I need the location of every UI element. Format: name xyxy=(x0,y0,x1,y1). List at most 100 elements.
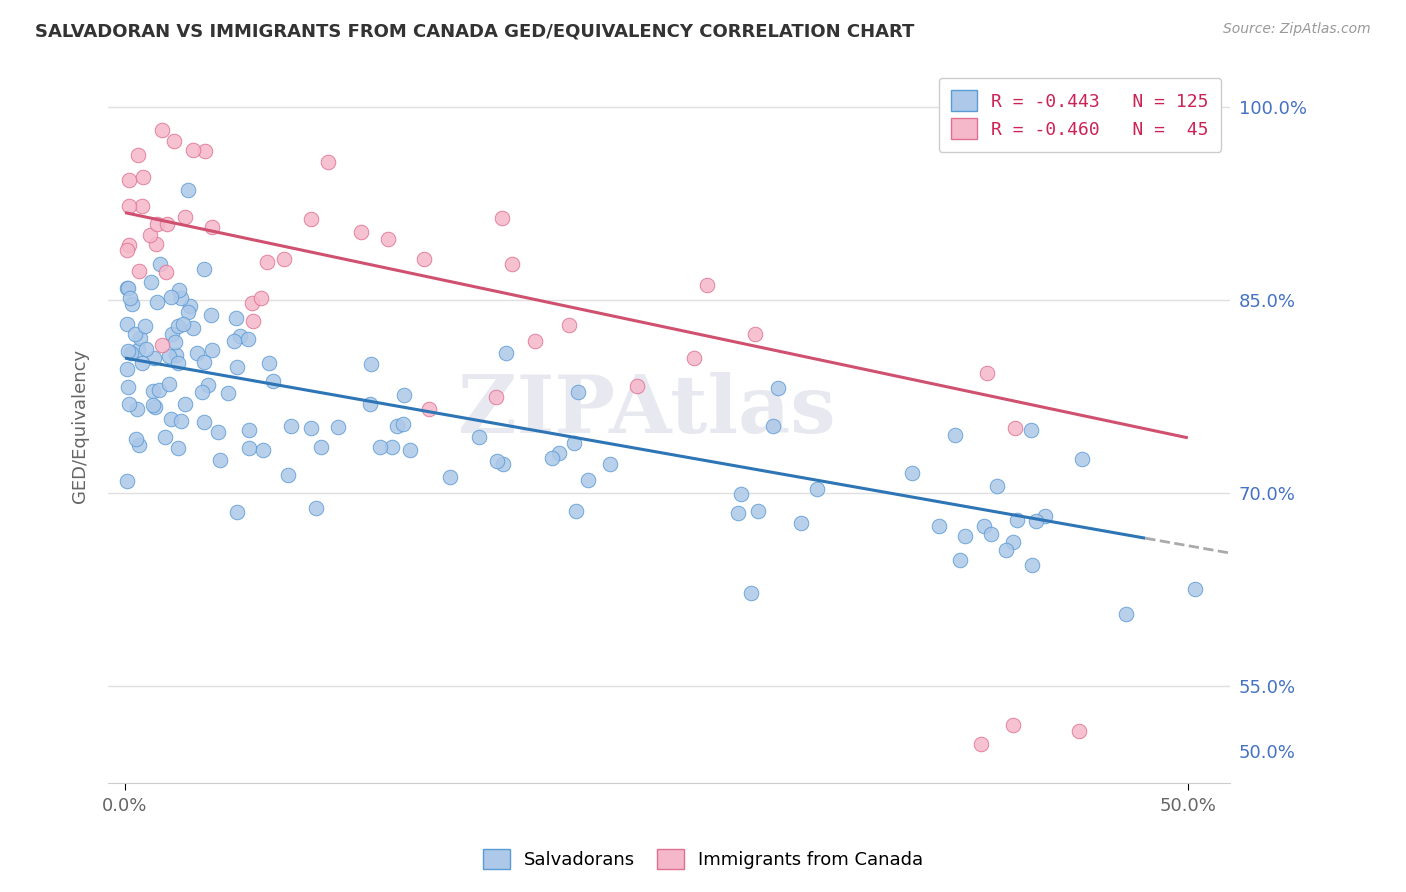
Point xyxy=(121,297,143,311)
Point xyxy=(167,318,190,333)
Point xyxy=(1019,424,1042,438)
Point xyxy=(117,199,139,213)
Point xyxy=(197,377,219,392)
Point xyxy=(225,310,247,325)
Point xyxy=(392,417,415,431)
Point xyxy=(1005,513,1028,527)
Point xyxy=(236,332,259,346)
Point xyxy=(1004,421,1026,435)
Point xyxy=(131,356,153,370)
Point xyxy=(565,504,588,518)
Point xyxy=(986,479,1008,493)
Point xyxy=(143,401,166,415)
Point xyxy=(256,255,278,269)
Point xyxy=(943,427,966,442)
Point xyxy=(242,314,264,328)
Point xyxy=(626,378,648,392)
Point xyxy=(115,244,138,258)
Point xyxy=(143,351,166,365)
Point xyxy=(806,482,828,496)
Point xyxy=(128,331,150,345)
Point xyxy=(146,217,169,231)
Point xyxy=(359,397,381,411)
Point xyxy=(145,294,167,309)
Y-axis label: GED/Equivalency: GED/Equivalency xyxy=(72,349,89,503)
Point xyxy=(127,343,149,358)
Point xyxy=(131,199,153,213)
Point xyxy=(139,227,162,242)
Point xyxy=(418,401,440,416)
Point xyxy=(135,342,157,356)
Point xyxy=(128,264,150,278)
Point xyxy=(155,265,177,279)
Point xyxy=(567,385,589,400)
Point xyxy=(174,397,197,411)
Point xyxy=(744,326,766,341)
Point xyxy=(980,527,1002,541)
Point xyxy=(200,308,222,322)
Point xyxy=(145,236,167,251)
Point xyxy=(1025,514,1047,528)
Point xyxy=(139,276,162,290)
Point xyxy=(280,418,302,433)
Point xyxy=(1354,503,1376,517)
Point xyxy=(599,457,621,471)
Point xyxy=(252,442,274,457)
Point xyxy=(172,317,194,331)
Text: SALVADORAN VS IMMIGRANTS FROM CANADA GED/EQUIVALENCY CORRELATION CHART: SALVADORAN VS IMMIGRANTS FROM CANADA GED… xyxy=(35,22,914,40)
Point xyxy=(316,155,339,169)
Point xyxy=(360,357,382,371)
Point xyxy=(547,446,569,460)
Point xyxy=(115,362,138,376)
Point xyxy=(541,450,564,465)
Point xyxy=(153,430,176,444)
Point xyxy=(928,519,950,533)
Point xyxy=(132,169,155,184)
Point xyxy=(200,220,222,235)
Point xyxy=(696,277,718,292)
Point xyxy=(501,257,523,271)
Point xyxy=(226,359,249,374)
Point xyxy=(201,343,224,358)
Point xyxy=(1002,535,1025,549)
Point xyxy=(766,381,789,395)
Point xyxy=(118,237,141,252)
Point xyxy=(179,299,201,313)
Point xyxy=(148,383,170,397)
Point xyxy=(257,356,280,370)
Legend: Salvadorans, Immigrants from Canada: Salvadorans, Immigrants from Canada xyxy=(474,839,932,879)
Point xyxy=(118,291,141,305)
Point xyxy=(484,390,506,404)
Point xyxy=(165,348,187,362)
Point xyxy=(117,317,139,331)
Point xyxy=(118,397,141,411)
Point xyxy=(124,327,146,342)
Point xyxy=(949,553,972,567)
Legend: R = -0.443   N = 125, R = -0.460   N =  45: R = -0.443 N = 125, R = -0.460 N = 45 xyxy=(939,78,1222,152)
Point xyxy=(167,283,190,297)
Point xyxy=(117,379,139,393)
Point xyxy=(163,334,186,349)
Point xyxy=(177,183,200,197)
Point xyxy=(121,345,143,359)
Point xyxy=(576,473,599,487)
Point xyxy=(485,454,508,468)
Point xyxy=(222,334,245,348)
Point xyxy=(1002,718,1025,732)
Point xyxy=(1067,724,1090,739)
Point xyxy=(115,474,138,488)
Point xyxy=(149,257,172,271)
Point xyxy=(273,252,295,266)
Point xyxy=(181,321,204,335)
Point xyxy=(377,232,399,246)
Point xyxy=(385,418,408,433)
Point xyxy=(228,329,250,343)
Point xyxy=(170,291,193,305)
Point xyxy=(191,384,214,399)
Point xyxy=(970,737,993,751)
Point xyxy=(558,318,581,332)
Point xyxy=(174,211,197,225)
Point xyxy=(134,319,156,334)
Point xyxy=(217,386,239,401)
Point xyxy=(394,388,416,402)
